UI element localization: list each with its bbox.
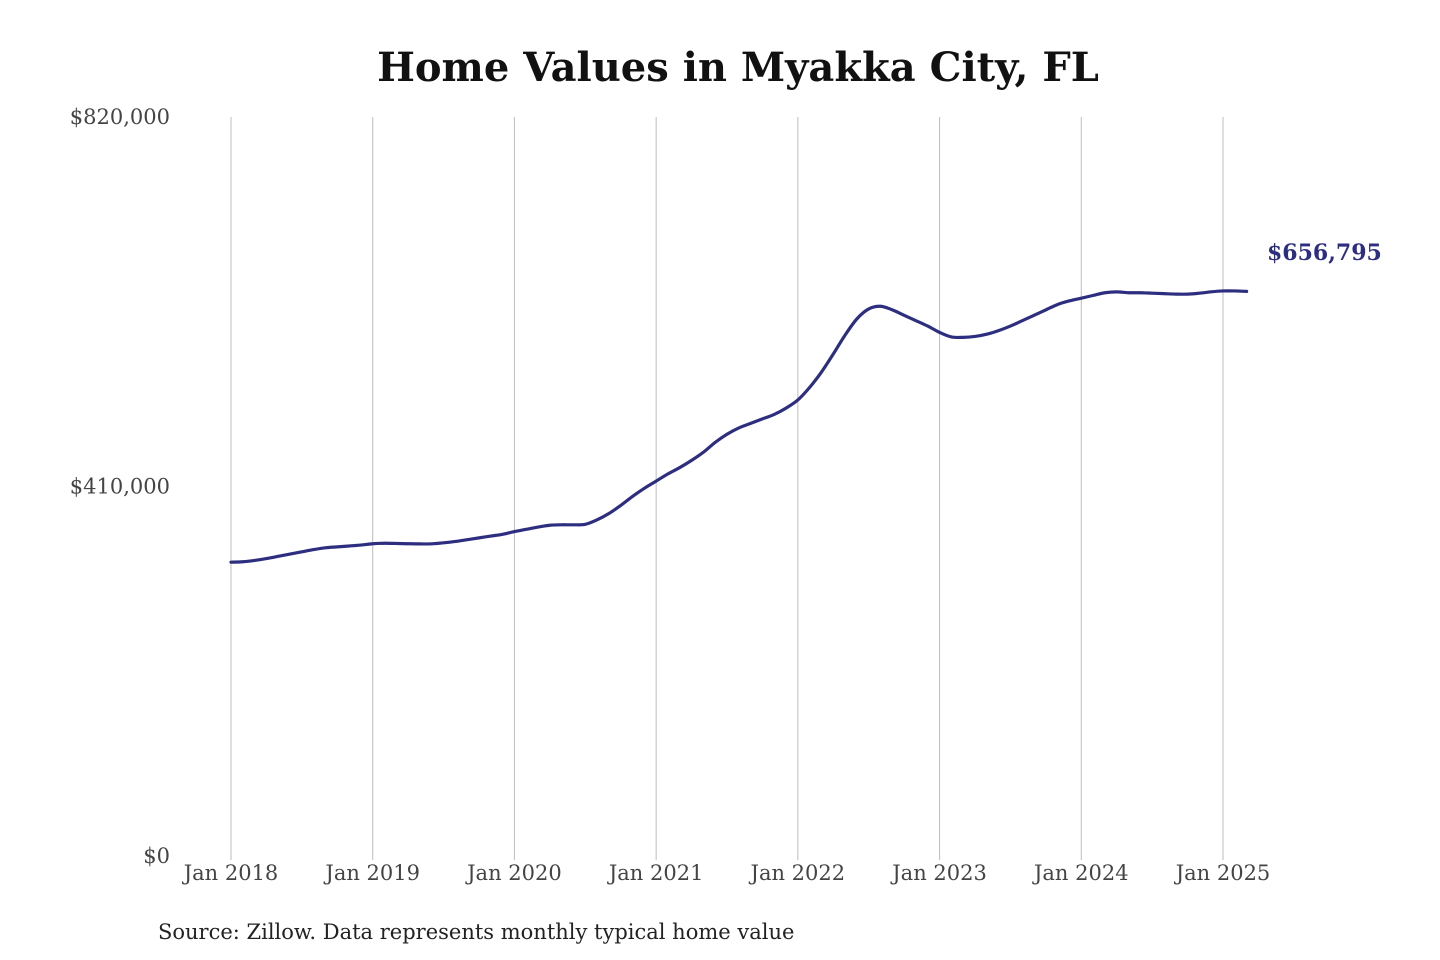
source-note: Source: Zillow. Data represents monthly … <box>158 920 794 944</box>
grid-lines <box>230 117 1224 860</box>
x-tick-label: Jan 2020 <box>465 861 562 885</box>
series-layer <box>229 289 1249 564</box>
x-tick-label: Jan 2022 <box>749 861 846 885</box>
x-tick-label: Jan 2023 <box>890 861 987 885</box>
x-tick-label: Jan 2021 <box>607 861 704 885</box>
x-tick-label: Jan 2018 <box>182 861 279 885</box>
home-value-line <box>229 289 1249 564</box>
end-value-label: $656,795 <box>1267 240 1382 266</box>
y-tick-label: $820,000 <box>70 105 170 129</box>
chart-title: Home Values in Myakka City, FL <box>377 44 1099 91</box>
y-tick-label: $0 <box>143 844 170 868</box>
x-axis-ticks: Jan 2018 Jan 2019 Jan 2020 Jan 2021 Jan 2022… <box>182 861 1271 885</box>
x-tick-label: Jan 2019 <box>323 861 420 885</box>
y-axis-ticks: $0 $410,000 $820,000 <box>70 105 170 868</box>
x-tick-label: Jan 2025 <box>1174 861 1271 885</box>
x-tick-label: Jan 2024 <box>1032 861 1129 885</box>
y-tick-label: $410,000 <box>70 475 170 499</box>
